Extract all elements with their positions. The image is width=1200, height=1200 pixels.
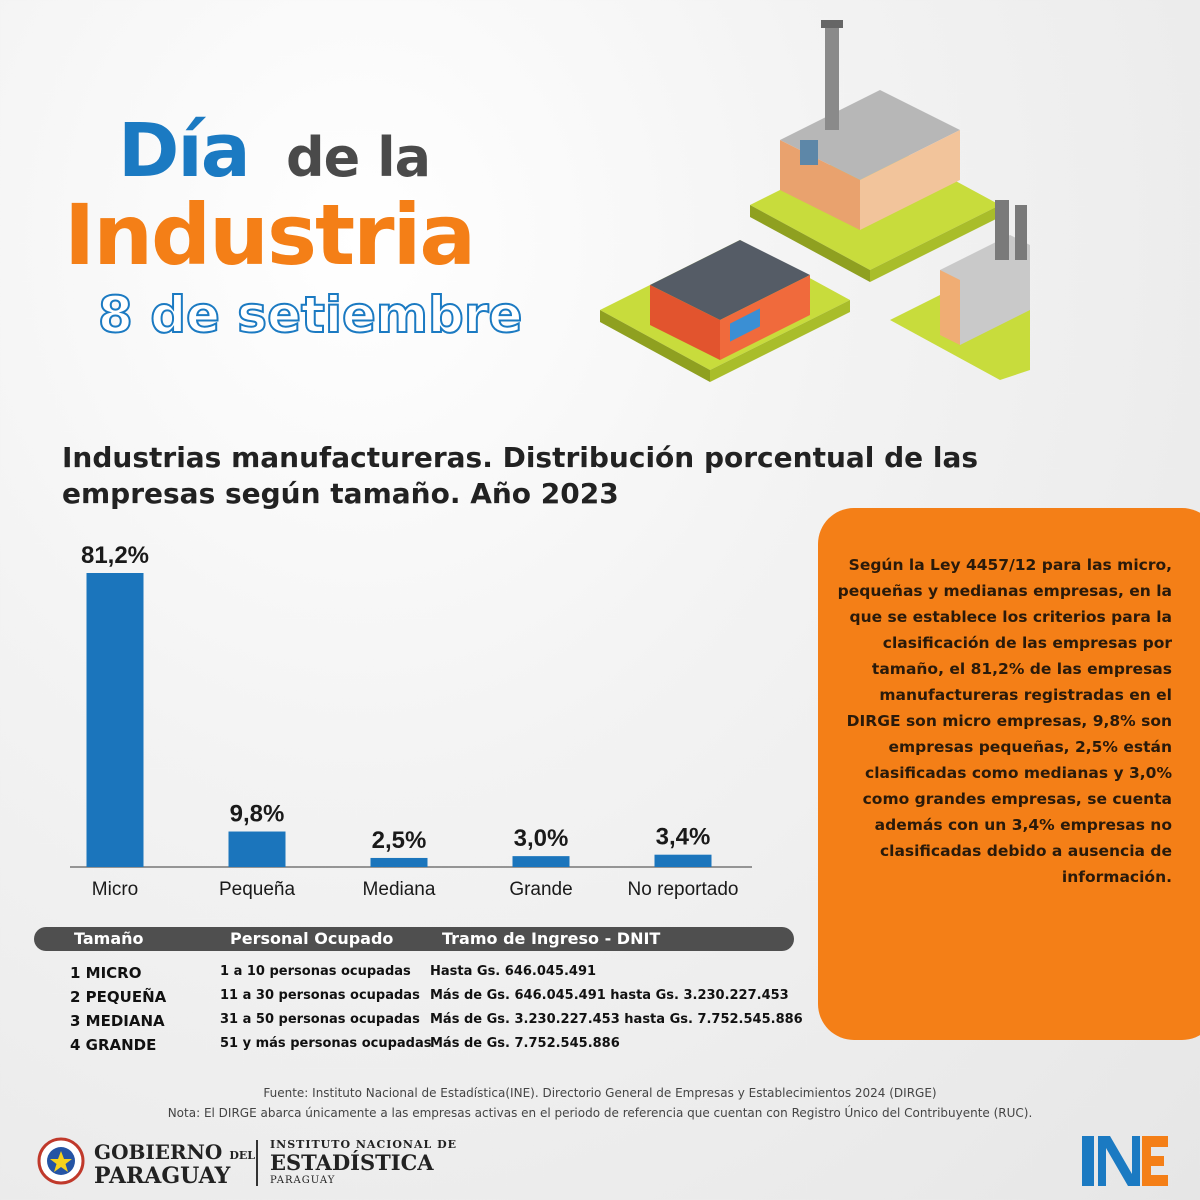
bar-mediana — [370, 857, 428, 867]
row-staff: 51 y más personas ocupadas — [220, 1036, 432, 1051]
ine-logo-line2: ESTADÍSTICA — [270, 1150, 434, 1175]
data-label: 2,5% — [372, 827, 427, 854]
table-header: Tamaño Personal Ocupado Tramo de Ingreso… — [34, 927, 794, 951]
row-staff: 11 a 30 personas ocupadas — [220, 988, 420, 1003]
table-row: 1 MICRO 1 a 10 personas ocupadas Hasta G… — [70, 964, 830, 988]
factory-illustration — [600, 20, 1030, 382]
category-label: Pequeña — [219, 879, 296, 900]
category-label: Mediana — [363, 879, 436, 900]
bar-chart: 81,2% Micro 9,8% Pequeña 2,5% Mediana 3,0% Gran… — [70, 542, 752, 900]
ine-logo-text: INSTITUTO NACIONAL DE ESTADÍSTICA PARAGU… — [270, 1138, 457, 1186]
row-income: Más de Gs. 646.045.491 hasta Gs. 3.230.2… — [430, 988, 789, 1003]
gov-logo-line1: GOBIERNO — [94, 1140, 223, 1164]
category-label: No reportado — [628, 879, 739, 900]
row-size: 2 PEQUEÑA — [70, 988, 167, 1006]
row-size: 3 MEDIANA — [70, 1012, 165, 1030]
table-header-size: Tamaño — [74, 929, 144, 948]
category-label: Grande — [509, 879, 572, 900]
category-label: Micro — [92, 879, 138, 900]
row-staff: 1 a 10 personas ocupadas — [220, 964, 411, 979]
ine-logo-line1: INSTITUTO NACIONAL DE — [270, 1138, 457, 1151]
title-de-la: de la — [286, 126, 431, 189]
row-income: Más de Gs. 3.230.227.453 hasta Gs. 7.752… — [430, 1012, 803, 1027]
row-size: 4 GRANDE — [70, 1036, 157, 1054]
table-header-income: Tramo de Ingreso - DNIT — [442, 929, 661, 948]
title-date: 8 de setiembre — [97, 285, 523, 345]
bar-micro — [86, 573, 144, 867]
row-income: Hasta Gs. 646.045.491 — [430, 964, 597, 979]
title-industria: Industria — [64, 186, 476, 284]
bar-pequeña — [228, 831, 286, 867]
note-text: Según la Ley 4457/12 para las micro, peq… — [837, 556, 1172, 886]
bar-no-reportado — [654, 854, 712, 867]
row-size: 1 MICRO — [70, 964, 142, 982]
data-label: 3,4% — [656, 824, 711, 851]
data-label: 81,2% — [81, 542, 149, 569]
data-label: 9,8% — [230, 801, 285, 828]
source-text: Fuente: Instituto Nacional de Estadístic… — [263, 1086, 937, 1100]
ine-mark-icon — [1082, 1136, 1168, 1186]
gov-logo-text: GOBIERNO DEL PARAGUAY — [94, 1140, 255, 1189]
data-label: 3,0% — [514, 825, 569, 852]
logo-divider — [256, 1140, 258, 1186]
title-dia: Día — [118, 108, 251, 194]
table-header-staff: Personal Ocupado — [230, 929, 394, 948]
gov-logo-del: DEL — [229, 1149, 255, 1162]
table-row: 4 GRANDE 51 y más personas ocupadas Más … — [70, 1036, 830, 1060]
paraguay-seal-icon — [37, 1137, 85, 1185]
row-staff: 31 a 50 personas ocupadas — [220, 1012, 420, 1027]
gov-logo-line2: PARAGUAY — [94, 1163, 231, 1189]
ine-logo-line3: PARAGUAY — [270, 1175, 336, 1186]
chart-title: Industrias manufactureras. Distribución … — [62, 441, 979, 510]
table-row: 2 PEQUEÑA 11 a 30 personas ocupadas Más … — [70, 988, 830, 1012]
table-row: 3 MEDIANA 31 a 50 personas ocupadas Más … — [70, 1012, 830, 1036]
row-income: Más de Gs. 7.752.545.886 — [430, 1036, 620, 1051]
note-box — [818, 508, 1200, 1040]
bar-grande — [512, 856, 570, 867]
footnote-text: Nota: El DIRGE abarca únicamente a las e… — [167, 1106, 1033, 1120]
